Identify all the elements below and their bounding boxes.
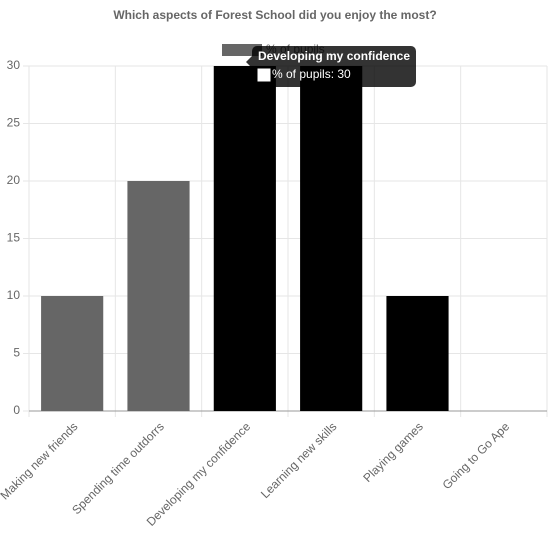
y-tick-label: 30 [7,58,21,72]
y-tick-label: 0 [13,403,20,417]
x-tick-label: Going to Go Ape [440,419,513,492]
y-tick-label: 15 [7,231,21,245]
chart-title: Which aspects of Forest School did you e… [113,8,436,22]
bar [41,296,104,411]
tooltip-box [252,46,416,87]
x-tick-label: Playing games [360,419,426,485]
bar [386,296,449,411]
bar [213,66,276,411]
y-tick-label: 25 [7,116,21,130]
tooltip-title: Developing my confidence [258,49,410,63]
bar [127,181,190,411]
x-tick-label: Learning new skills [258,419,340,501]
y-tick-label: 10 [7,288,21,302]
y-tick-label: 20 [7,173,21,187]
x-tick-label: Making new friends [0,419,81,502]
tooltip-label: % of pupils: 30 [272,67,351,81]
tooltip-caret [246,56,252,68]
tooltip-swatch [257,68,271,82]
bar [300,66,363,411]
tooltip: Developing my confidence % of pupils: 30 [246,46,416,87]
y-tick-label: 5 [13,346,20,360]
x-tick-label: Spending time outdorrs [69,419,167,517]
